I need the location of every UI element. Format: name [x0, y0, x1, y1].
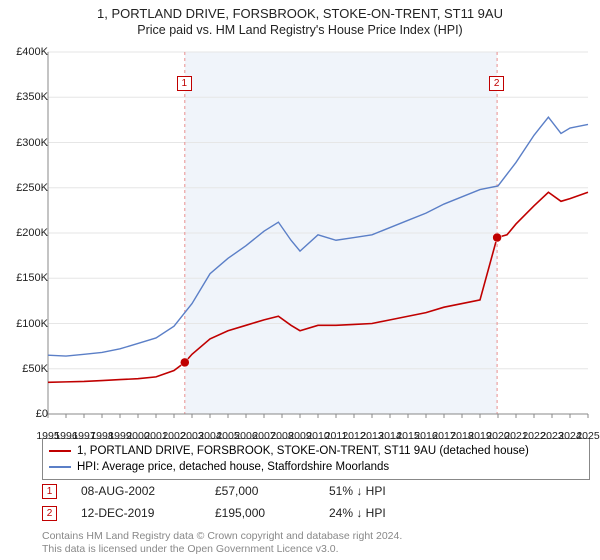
event-date-2: 12-DEC-2019: [81, 506, 191, 520]
event-row-2: 2 12-DEC-2019 £195,000 24% ↓ HPI: [42, 502, 439, 524]
legend-swatch-property: [49, 450, 71, 452]
y-tick-label: £200K: [4, 227, 48, 239]
footer-attribution: Contains HM Land Registry data © Crown c…: [42, 530, 402, 556]
event-row-1: 1 08-AUG-2002 £57,000 51% ↓ HPI: [42, 480, 439, 502]
chart-title: 1, PORTLAND DRIVE, FORSBROOK, STOKE-ON-T…: [0, 0, 600, 37]
footer-line-1: Contains HM Land Registry data © Crown c…: [42, 530, 402, 543]
event-marker-1: 1: [42, 484, 57, 499]
y-tick-label: £350K: [4, 91, 48, 103]
y-tick-label: £0: [4, 408, 48, 420]
event-date-1: 08-AUG-2002: [81, 484, 191, 498]
legend-label-hpi: HPI: Average price, detached house, Staf…: [77, 459, 389, 475]
event-marker-2: 2: [42, 506, 57, 521]
line-chart: [42, 48, 590, 428]
legend-label-property: 1, PORTLAND DRIVE, FORSBROOK, STOKE-ON-T…: [77, 443, 529, 459]
title-line-2: Price paid vs. HM Land Registry's House …: [0, 23, 600, 37]
chart-container: 1, PORTLAND DRIVE, FORSBROOK, STOKE-ON-T…: [0, 0, 600, 560]
y-tick-label: £50K: [4, 363, 48, 375]
y-tick-label: £300K: [4, 137, 48, 149]
legend: 1, PORTLAND DRIVE, FORSBROOK, STOKE-ON-T…: [42, 438, 590, 480]
event-hpi-1: 51% ↓ HPI: [329, 484, 439, 498]
event-flag-1: 1: [177, 76, 192, 91]
x-tick-label: 2025: [576, 430, 599, 442]
legend-swatch-hpi: [49, 466, 71, 468]
event-price-2: £195,000: [215, 506, 305, 520]
event-price-1: £57,000: [215, 484, 305, 498]
y-tick-label: £400K: [4, 46, 48, 58]
footer-line-2: This data is licensed under the Open Gov…: [42, 543, 402, 556]
y-tick-label: £250K: [4, 182, 48, 194]
event-table: 1 08-AUG-2002 £57,000 51% ↓ HPI 2 12-DEC…: [42, 480, 439, 524]
event-hpi-2: 24% ↓ HPI: [329, 506, 439, 520]
legend-row-hpi: HPI: Average price, detached house, Staf…: [49, 459, 583, 475]
y-tick-label: £150K: [4, 272, 48, 284]
y-tick-label: £100K: [4, 318, 48, 330]
legend-row-property: 1, PORTLAND DRIVE, FORSBROOK, STOKE-ON-T…: [49, 443, 583, 459]
event-flag-2: 2: [489, 76, 504, 91]
title-line-1: 1, PORTLAND DRIVE, FORSBROOK, STOKE-ON-T…: [0, 6, 600, 21]
